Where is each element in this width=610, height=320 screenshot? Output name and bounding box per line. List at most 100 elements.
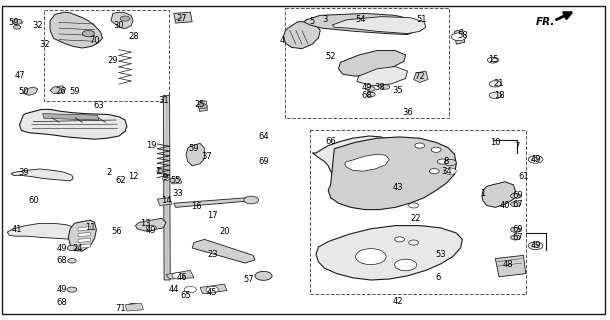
Text: 13: 13 <box>140 220 151 228</box>
Text: 68: 68 <box>362 91 373 100</box>
Polygon shape <box>192 239 255 263</box>
Text: 40: 40 <box>500 201 511 210</box>
Text: 1: 1 <box>155 167 160 176</box>
Circle shape <box>68 259 76 263</box>
Polygon shape <box>78 232 90 237</box>
Text: 31: 31 <box>158 96 169 105</box>
Text: 30: 30 <box>113 21 124 30</box>
Polygon shape <box>174 12 192 23</box>
Polygon shape <box>23 87 38 95</box>
Text: 41: 41 <box>12 225 23 234</box>
Polygon shape <box>482 182 515 207</box>
Text: 64: 64 <box>258 132 269 140</box>
Circle shape <box>437 159 447 164</box>
Circle shape <box>444 159 456 166</box>
Circle shape <box>367 92 375 97</box>
Text: 69: 69 <box>258 157 269 166</box>
Circle shape <box>487 57 498 63</box>
Text: 65: 65 <box>181 292 192 300</box>
Circle shape <box>395 259 417 271</box>
Circle shape <box>244 196 259 204</box>
Circle shape <box>511 235 520 240</box>
Circle shape <box>12 19 22 24</box>
Text: 49: 49 <box>530 241 541 250</box>
Circle shape <box>172 273 184 279</box>
Text: 49: 49 <box>530 155 541 164</box>
Polygon shape <box>414 71 428 83</box>
Circle shape <box>120 16 130 21</box>
Circle shape <box>429 169 439 174</box>
Text: 2: 2 <box>106 168 111 177</box>
Text: 48: 48 <box>502 260 513 269</box>
Text: 24: 24 <box>73 244 84 252</box>
Text: 15: 15 <box>487 55 498 64</box>
Text: 68: 68 <box>57 298 68 307</box>
Circle shape <box>67 287 77 292</box>
Text: 51: 51 <box>417 15 428 24</box>
Polygon shape <box>7 223 84 239</box>
Circle shape <box>409 240 418 245</box>
Text: 26: 26 <box>55 87 66 96</box>
Polygon shape <box>332 17 426 34</box>
Circle shape <box>146 225 156 230</box>
Text: 44: 44 <box>168 285 179 294</box>
Text: 32: 32 <box>32 21 43 30</box>
Text: 17: 17 <box>207 211 218 220</box>
Polygon shape <box>43 114 99 120</box>
Circle shape <box>198 104 207 109</box>
Polygon shape <box>135 218 166 231</box>
Polygon shape <box>125 303 143 311</box>
Text: 10: 10 <box>490 138 501 147</box>
Text: 67: 67 <box>512 233 523 242</box>
Polygon shape <box>163 95 170 280</box>
Circle shape <box>533 158 539 161</box>
Polygon shape <box>345 154 389 171</box>
Text: 57: 57 <box>243 276 254 284</box>
Text: 55: 55 <box>170 176 181 185</box>
Text: 23: 23 <box>207 250 218 259</box>
Bar <box>44 10 169 101</box>
Polygon shape <box>200 284 227 294</box>
Text: 56: 56 <box>112 227 123 236</box>
Text: 37: 37 <box>201 152 212 161</box>
Polygon shape <box>312 136 395 179</box>
Text: 32: 32 <box>39 40 50 49</box>
Polygon shape <box>284 22 320 49</box>
Circle shape <box>127 303 139 310</box>
Text: 59: 59 <box>8 18 19 27</box>
Text: 59: 59 <box>69 87 80 96</box>
Polygon shape <box>304 13 420 35</box>
Circle shape <box>67 245 77 251</box>
Text: 42: 42 <box>392 297 403 306</box>
Circle shape <box>533 244 539 247</box>
Circle shape <box>157 170 163 173</box>
Text: 9: 9 <box>163 173 168 182</box>
Circle shape <box>431 147 441 152</box>
Text: 28: 28 <box>129 32 140 41</box>
Text: 47: 47 <box>14 71 25 80</box>
Text: 45: 45 <box>207 288 218 297</box>
Text: 66: 66 <box>325 137 336 146</box>
Polygon shape <box>11 169 73 181</box>
Text: 43: 43 <box>392 183 403 192</box>
Text: 61: 61 <box>518 172 529 181</box>
Circle shape <box>511 202 520 207</box>
Text: 20: 20 <box>219 227 230 236</box>
Text: 69: 69 <box>512 225 523 234</box>
Circle shape <box>511 193 520 198</box>
Circle shape <box>356 249 386 265</box>
Text: 39: 39 <box>18 168 29 177</box>
Text: 35: 35 <box>392 86 403 95</box>
Text: 63: 63 <box>93 101 104 110</box>
Text: 70: 70 <box>89 36 100 44</box>
Polygon shape <box>174 198 249 207</box>
Text: 7: 7 <box>515 142 520 151</box>
Polygon shape <box>166 270 194 279</box>
Text: 21: 21 <box>493 79 504 88</box>
Bar <box>285 8 449 118</box>
Polygon shape <box>68 220 96 251</box>
Text: 1: 1 <box>481 189 486 198</box>
Text: 69: 69 <box>512 191 523 200</box>
Text: 29: 29 <box>107 56 118 65</box>
Circle shape <box>395 237 404 242</box>
